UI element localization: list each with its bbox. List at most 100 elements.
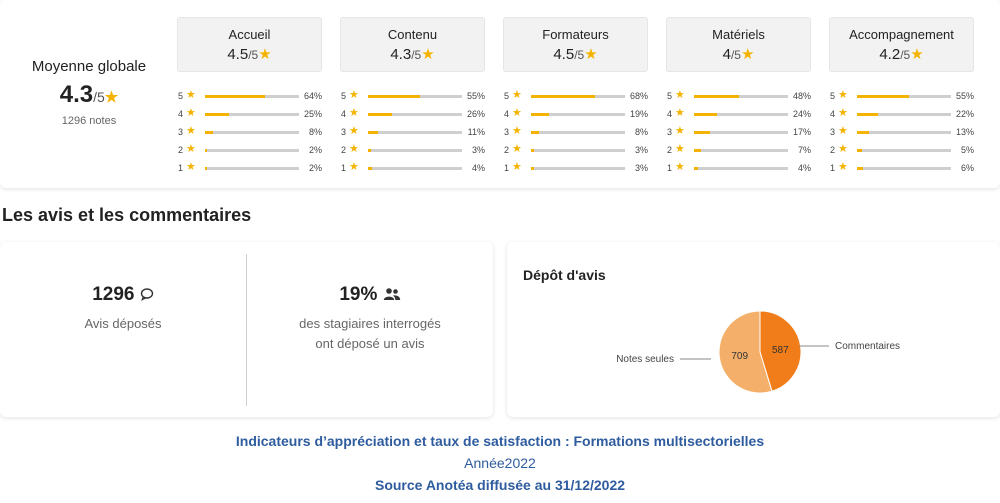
star-icon: ★ bbox=[838, 161, 848, 173]
rating-percent: 24% bbox=[792, 109, 811, 119]
rating-percent: 4% bbox=[797, 163, 811, 173]
rating-bar-fill bbox=[857, 131, 870, 134]
star-icon: ★ bbox=[740, 46, 755, 63]
overall-score-max: /5 bbox=[93, 89, 105, 105]
rating-row: 3 ★ 8% bbox=[177, 124, 322, 142]
overall-score: 4.3/5★ bbox=[14, 81, 164, 109]
category-card: Accompagnement 4.2/5★ 5 ★ 55% 4 ★ 22% 3 ★ 13% 2 ★ 5% 1… bbox=[829, 17, 974, 178]
rating-bar-track bbox=[368, 95, 462, 98]
rating-bar-track bbox=[857, 149, 951, 152]
rating-level: 1 bbox=[504, 163, 510, 173]
depot-title: Dépôt d'avis bbox=[523, 267, 606, 283]
rating-row: 5 ★ 68% bbox=[503, 88, 648, 106]
rating-bar-track bbox=[205, 131, 299, 134]
category-score: 4.5/5★ bbox=[178, 45, 321, 63]
star-icon: ★ bbox=[512, 161, 522, 173]
rating-bar-track bbox=[857, 167, 951, 170]
rating-level: 3 bbox=[178, 127, 184, 137]
star-icon: ★ bbox=[675, 89, 685, 101]
rating-distribution: 5 ★ 64% 4 ★ 25% 3 ★ 8% 2 ★ 2% 1 ★ 2% bbox=[177, 88, 322, 178]
category-header: Matériels 4/5★ bbox=[666, 17, 811, 72]
rating-percent: 8% bbox=[634, 127, 648, 137]
category-score-value: 4 bbox=[722, 46, 731, 63]
rating-bar-fill bbox=[205, 167, 207, 170]
overall-rating: Moyenne globale 4.3/5★ 1296 notes bbox=[14, 58, 164, 127]
star-icon: ★ bbox=[349, 107, 359, 119]
rating-bar-track bbox=[857, 113, 951, 116]
rating-distribution: 5 ★ 55% 4 ★ 22% 3 ★ 13% 2 ★ 5% 1 ★ 6% bbox=[829, 88, 974, 178]
summary-card: Moyenne globale 4.3/5★ 1296 notes Accuei… bbox=[0, 0, 1000, 188]
rating-percent: 55% bbox=[466, 91, 485, 101]
category-score-max: /5 bbox=[411, 48, 422, 62]
rating-row: 4 ★ 19% bbox=[503, 106, 648, 124]
star-icon: ★ bbox=[675, 161, 685, 173]
rating-percent: 2% bbox=[308, 145, 322, 155]
rating-bar-fill bbox=[205, 149, 207, 152]
category-score: 4.2/5★ bbox=[830, 45, 973, 63]
rating-row: 4 ★ 24% bbox=[666, 106, 811, 124]
rate-label-line1: des stagiaires interrogés bbox=[299, 316, 441, 331]
overall-count: 1296 notes bbox=[61, 115, 117, 127]
overall-label: Moyenne globale bbox=[31, 58, 147, 75]
rating-bar-fill bbox=[857, 113, 878, 116]
star-icon: ★ bbox=[186, 89, 196, 101]
rating-row: 2 ★ 5% bbox=[829, 142, 974, 160]
footer-year: Année2022 bbox=[464, 455, 536, 471]
rating-level: 4 bbox=[341, 109, 347, 119]
rating-row: 4 ★ 25% bbox=[177, 106, 322, 124]
star-icon: ★ bbox=[838, 143, 848, 155]
rate-stat: 19% des stagiaires interrogés ont déposé… bbox=[247, 284, 493, 354]
avis-value-line: 1296 bbox=[0, 284, 246, 306]
rating-bar-fill bbox=[205, 95, 266, 98]
rating-level: 4 bbox=[504, 109, 510, 119]
category-header: Contenu 4.3/5★ bbox=[340, 17, 485, 72]
rating-row: 5 ★ 64% bbox=[177, 88, 322, 106]
rating-row: 3 ★ 11% bbox=[340, 124, 485, 142]
category-card: Contenu 4.3/5★ 5 ★ 55% 4 ★ 26% 3 ★ 11% 2 ★ 3% 1 ★ 4% bbox=[340, 17, 485, 178]
category-card: Accueil 4.5/5★ 5 ★ 64% 4 ★ 25% 3 ★ 8% 2 ★ 2% 1 ★ 2% bbox=[177, 17, 322, 178]
rating-percent: 5% bbox=[960, 145, 974, 155]
rating-distribution: 5 ★ 48% 4 ★ 24% 3 ★ 17% 2 ★ 7% 1 ★ 4% bbox=[666, 88, 811, 178]
star-icon: ★ bbox=[512, 89, 522, 101]
star-icon: ★ bbox=[186, 143, 196, 155]
rating-percent: 25% bbox=[303, 109, 322, 119]
rating-bar-fill bbox=[694, 95, 740, 98]
rate-label-line2: ont déposé un avis bbox=[315, 336, 425, 351]
rating-level: 2 bbox=[178, 145, 184, 155]
rating-level: 4 bbox=[830, 109, 836, 119]
avis-value: 1296 bbox=[92, 284, 135, 305]
rating-bar-track bbox=[694, 131, 788, 134]
rating-row: 3 ★ 13% bbox=[829, 124, 974, 142]
rating-bar-track bbox=[857, 95, 951, 98]
category-header: Formateurs 4.5/5★ bbox=[503, 17, 648, 72]
rating-row: 5 ★ 48% bbox=[666, 88, 811, 106]
rating-level: 4 bbox=[667, 109, 673, 119]
rating-percent: 48% bbox=[792, 91, 811, 101]
rating-level: 2 bbox=[667, 145, 673, 155]
category-name: Matériels bbox=[712, 27, 765, 42]
star-icon: ★ bbox=[349, 89, 359, 101]
rating-level: 3 bbox=[341, 127, 347, 137]
rating-bar-track bbox=[531, 113, 625, 116]
rating-level: 2 bbox=[341, 145, 347, 155]
rating-bar-track bbox=[694, 167, 788, 170]
category-card: Matériels 4/5★ 5 ★ 48% 4 ★ 24% 3 ★ 17% 2 ★ 7% 1 ★ 4% bbox=[666, 17, 811, 178]
rating-row: 3 ★ 17% bbox=[666, 124, 811, 142]
rating-percent: 13% bbox=[955, 127, 974, 137]
category-name: Accueil bbox=[228, 27, 271, 42]
rating-level: 5 bbox=[178, 91, 184, 101]
rating-bar-fill bbox=[531, 131, 539, 134]
rate-value: 19% bbox=[339, 284, 378, 305]
rating-bar-track bbox=[531, 95, 625, 98]
star-icon: ★ bbox=[349, 143, 359, 155]
rating-row: 5 ★ 55% bbox=[340, 88, 485, 106]
users-icon bbox=[383, 288, 400, 300]
rating-bar-track bbox=[205, 149, 299, 152]
star-icon: ★ bbox=[675, 107, 685, 119]
rating-percent: 7% bbox=[797, 145, 811, 155]
category-card: Formateurs 4.5/5★ 5 ★ 68% 4 ★ 19% 3 ★ 8% 2 ★ 3% 1 ★ 3% bbox=[503, 17, 648, 178]
star-icon: ★ bbox=[186, 125, 196, 137]
rating-row: 2 ★ 7% bbox=[666, 142, 811, 160]
star-icon: ★ bbox=[675, 143, 685, 155]
rating-percent: 6% bbox=[960, 163, 974, 173]
